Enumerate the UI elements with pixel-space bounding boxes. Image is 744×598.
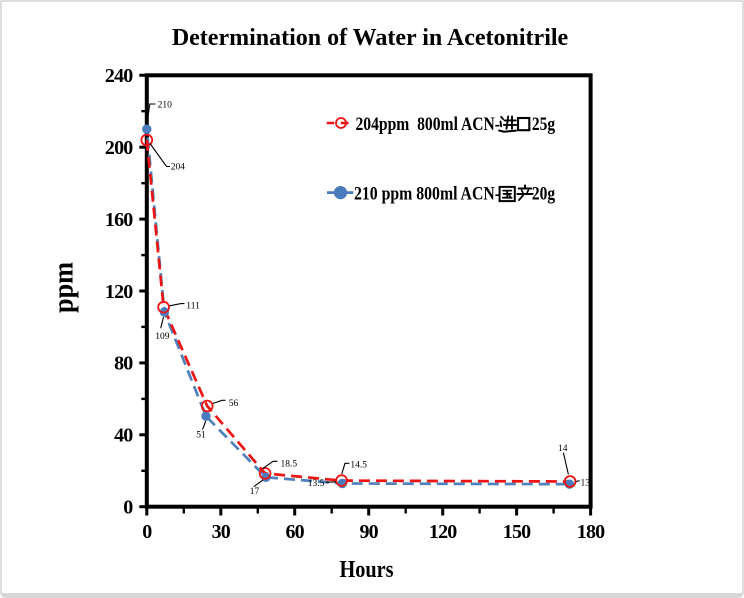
svg-text:120: 120 xyxy=(105,281,133,303)
svg-text:210: 210 xyxy=(158,100,173,110)
svg-text:13: 13 xyxy=(581,479,591,489)
svg-text:150: 150 xyxy=(503,521,531,543)
svg-text:Determination of Water in Acet: Determination of Water in Acetonitrile xyxy=(172,25,569,51)
svg-text:ppm: ppm xyxy=(49,262,80,313)
svg-text:51: 51 xyxy=(196,431,206,441)
svg-text:204: 204 xyxy=(171,163,186,173)
svg-text:60: 60 xyxy=(285,521,304,543)
svg-text:109: 109 xyxy=(155,332,170,342)
svg-text:111: 111 xyxy=(186,302,200,312)
svg-text:14: 14 xyxy=(558,444,568,454)
svg-text:0: 0 xyxy=(123,497,133,519)
svg-text:120: 120 xyxy=(429,521,457,543)
svg-text:160: 160 xyxy=(105,209,133,231)
svg-text:240: 240 xyxy=(105,65,133,87)
svg-text:40: 40 xyxy=(114,425,133,447)
svg-text:0: 0 xyxy=(142,521,152,543)
svg-text:14.5: 14.5 xyxy=(350,461,367,471)
svg-text:210 ppm 800ml ACN-: 210 ppm 800ml ACN- xyxy=(354,184,500,205)
svg-text:17: 17 xyxy=(250,487,260,497)
svg-text:18.5: 18.5 xyxy=(281,460,298,470)
svg-text:30: 30 xyxy=(212,521,231,543)
svg-text:13.5: 13.5 xyxy=(308,479,325,489)
svg-text:Hours: Hours xyxy=(340,557,394,583)
svg-text:180: 180 xyxy=(577,521,605,543)
svg-text:204ppm 800ml ACN-: 204ppm 800ml ACN- xyxy=(356,114,501,135)
svg-text:56: 56 xyxy=(229,399,239,409)
svg-text:20g: 20g xyxy=(532,184,556,205)
svg-text:200: 200 xyxy=(105,137,133,159)
svg-text:90: 90 xyxy=(359,521,378,543)
svg-text:80: 80 xyxy=(114,353,133,375)
svg-text:25g: 25g xyxy=(532,114,556,135)
